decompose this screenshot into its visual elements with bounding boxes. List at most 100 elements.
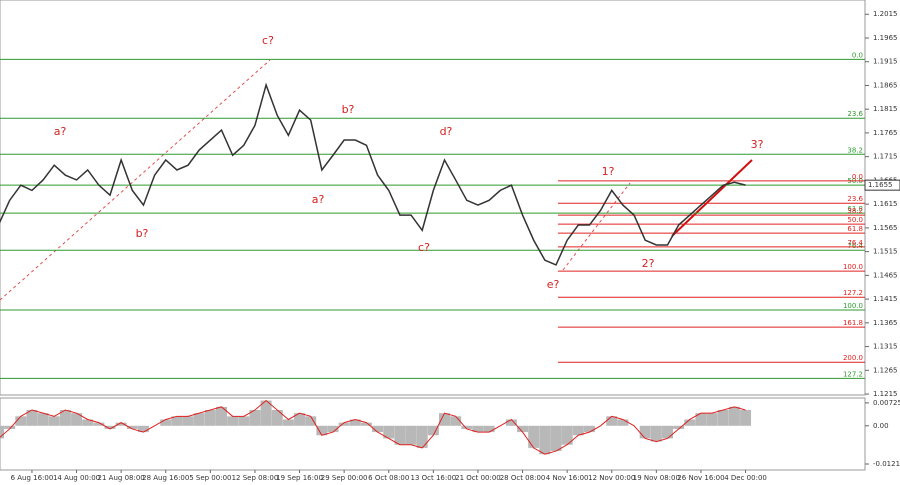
y-tick-label: 1.1315 [873, 343, 898, 351]
osc-bar [271, 410, 283, 426]
x-tick-label: 19 Nov 08:00 [633, 474, 680, 482]
osc-bar [137, 425, 149, 433]
y-tick-label: 1.1515 [873, 248, 898, 256]
osc-bar [405, 425, 417, 445]
x-tick-label: 21 Oct 00:00 [455, 474, 501, 482]
osc-bar [104, 425, 116, 429]
osc-bar [126, 425, 138, 429]
fib-label: 61.8 [847, 225, 863, 233]
x-tick-label: 5 Sep 00:00 [189, 474, 231, 482]
fib-label: 38.2 [847, 207, 863, 215]
fib-label: 161.8 [843, 319, 863, 327]
osc-bar [439, 413, 450, 426]
osc-bar [93, 422, 105, 426]
osc-bar [606, 416, 618, 426]
osc-bar [394, 425, 406, 445]
osc-bar [48, 416, 60, 426]
x-tick-label: 12 Nov 00:00 [588, 474, 635, 482]
fib-label: 38.2 [847, 146, 863, 154]
osc-bar [294, 413, 306, 426]
price-tag [864, 179, 900, 191]
osc-bar [684, 419, 696, 426]
y-tick-label: 1.1865 [873, 81, 898, 89]
price-line [0, 82, 746, 266]
wave-label: c? [262, 34, 274, 47]
osc-bar [528, 425, 540, 448]
y-tick-label: 1.1965 [873, 34, 898, 42]
wave-label: b? [136, 227, 149, 240]
y-tick-label: 1.1215 [873, 390, 898, 398]
y-tick-label: 1.1465 [873, 271, 898, 279]
osc-bar [740, 410, 752, 426]
osc-bar [305, 416, 317, 426]
fib-label: 76.4 [847, 242, 863, 250]
osc-bar [650, 425, 662, 442]
wave-label: a? [54, 125, 67, 138]
y-tick-label: 1.1715 [873, 153, 898, 161]
osc-bar [673, 425, 685, 429]
fib-label: 127.2 [843, 289, 863, 297]
osc-bar [82, 419, 94, 426]
osc-tick-label: 0.00 [873, 422, 889, 430]
osc-bar [483, 425, 495, 433]
osc-bar [282, 419, 294, 426]
main-panel [0, 0, 866, 396]
fib-label: 23.6 [847, 110, 863, 118]
osc-bar [717, 410, 729, 426]
channel-line [562, 182, 631, 271]
osc-bar [327, 425, 339, 433]
wave-label: 1? [602, 165, 615, 178]
fib-label: 0.0 [852, 173, 863, 181]
y-tick-label: 1.1615 [873, 200, 898, 208]
x-tick-label: 4 Nov 16:00 [546, 474, 589, 482]
y-tick-label: 1.1915 [873, 58, 898, 66]
osc-bar [550, 425, 562, 452]
osc-bar [505, 419, 517, 426]
wave-label: a? [312, 193, 325, 206]
price-tag-label: 1.1655 [868, 181, 893, 189]
osc-bar [37, 413, 49, 426]
wave-label: e? [547, 278, 560, 291]
osc-bar [216, 406, 227, 426]
osc-bar [360, 422, 372, 426]
osc-bar [193, 413, 205, 426]
x-tick-label: 29 Sep 00:00 [321, 474, 368, 482]
channel-line [0, 59, 271, 301]
osc-bar [316, 425, 328, 436]
osc-bar [383, 425, 395, 439]
osc-bar [0, 425, 4, 439]
fib-label: 0.0 [852, 51, 863, 59]
osc-bar [517, 425, 529, 433]
osc-bar [695, 413, 707, 426]
trend-line [671, 159, 753, 237]
osc-bar [15, 416, 27, 426]
osc-bar [349, 419, 361, 426]
wave-label: b? [342, 103, 355, 116]
osc-bar [160, 419, 172, 426]
osc-tick-label: -0.0121 [873, 460, 900, 468]
y-tick-label: 1.1765 [873, 129, 898, 137]
osc-bar [561, 425, 573, 445]
osc-bar [539, 425, 551, 455]
osc-bar [372, 425, 384, 433]
x-tick-label: 14 Aug 00:00 [53, 474, 100, 482]
osc-bar [583, 425, 595, 433]
fib-label: 100.0 [843, 263, 863, 271]
x-tick-label: 13 Oct 16:00 [411, 474, 457, 482]
x-tick-label: 21 Aug 08:00 [98, 474, 145, 482]
fib-label: 200.0 [843, 354, 863, 362]
osc-bar [171, 416, 183, 426]
osc-bar [416, 425, 428, 448]
osc-tick-label: 0.00725 [873, 399, 900, 407]
osc-bar [706, 413, 718, 426]
osc-bar [26, 410, 38, 426]
osc-bar [639, 425, 651, 439]
fib-label: 61.8 [847, 205, 863, 213]
osc-bar [115, 422, 127, 426]
osc-bar [461, 425, 473, 429]
osc-bar [4, 425, 16, 429]
oscillator-panel [0, 397, 866, 471]
osc-bar [450, 416, 462, 426]
osc-bar [260, 400, 272, 426]
osc-bar [427, 425, 439, 436]
